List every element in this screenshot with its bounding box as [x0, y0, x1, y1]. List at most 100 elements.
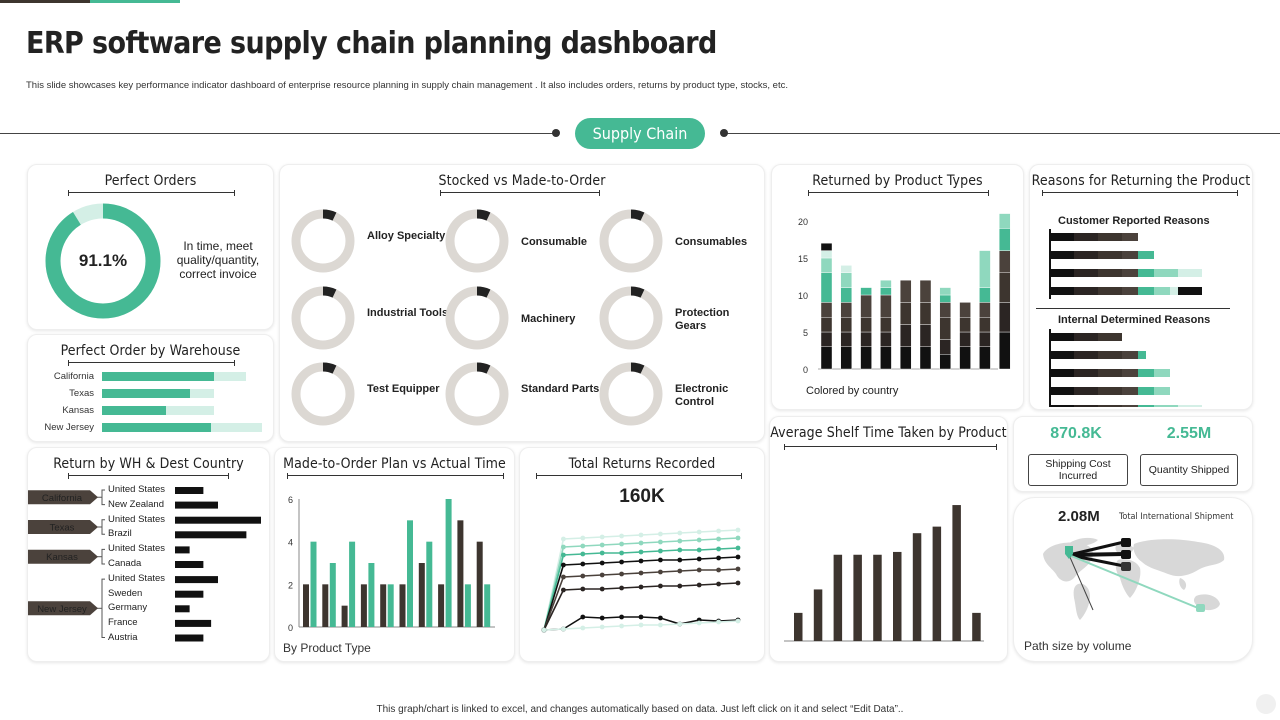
warehouse-label: Texas — [69, 388, 94, 399]
total-returns-title: Total Returns Recorded — [568, 456, 716, 472]
mto-bar — [438, 584, 445, 627]
section-pill: Supply Chain — [575, 118, 705, 149]
divider-dot-right — [720, 129, 728, 137]
stack-segment — [880, 279, 892, 288]
quantity-shipped-label: Quantity Shipped — [1148, 464, 1230, 476]
returns-point — [561, 626, 566, 632]
returns-point — [716, 528, 721, 534]
section-pill-label: Supply Chain — [592, 124, 688, 143]
shelf-chart — [784, 505, 984, 642]
returns-point — [716, 581, 721, 587]
stock-item-label: Standard Parts — [521, 383, 600, 395]
mto-bar — [484, 584, 491, 627]
returns-point — [599, 572, 605, 578]
divider-left — [0, 133, 556, 134]
shelf-bar — [794, 612, 803, 641]
title-rule — [1042, 190, 1238, 196]
warehouse-value-bar — [102, 423, 211, 432]
warehouse-label: New Jersey — [44, 422, 94, 433]
world-map — [1043, 537, 1225, 620]
returned-types-panel: Returned by Product Types 0 5 10 15 20 Color… — [771, 164, 1024, 410]
donut-value-arc — [45, 203, 161, 319]
returns-point — [735, 566, 741, 572]
country-label: United States — [108, 513, 166, 525]
y-tick-label: 20 — [798, 217, 808, 227]
returns-point — [580, 535, 586, 541]
title-rule — [536, 473, 742, 479]
warehouse-tag — [28, 549, 98, 564]
reason-segment — [1050, 287, 1074, 295]
reason-segment — [1050, 369, 1074, 377]
reason-segment — [1178, 287, 1202, 295]
mto-bar — [407, 520, 413, 627]
stack-segment — [840, 265, 853, 274]
top-accent-teal — [90, 0, 180, 3]
stack-segment — [998, 228, 1011, 251]
returns-point — [580, 543, 586, 549]
reason-segment — [1050, 251, 1074, 259]
warehouse-tag — [28, 601, 98, 616]
mto-bar — [360, 584, 367, 627]
country-bar — [175, 590, 204, 598]
returns-point — [580, 573, 586, 579]
country-bar — [175, 634, 204, 642]
reason-segment — [1098, 251, 1122, 259]
returns-point — [541, 627, 547, 633]
warehouse-value-bar — [102, 372, 214, 381]
international-label: Total International Shipment — [1119, 512, 1234, 522]
returns-point — [599, 560, 605, 566]
returns-point — [716, 567, 721, 573]
reason-segment — [1074, 405, 1098, 407]
country-bar — [175, 605, 190, 613]
stack-segment — [860, 294, 872, 318]
mto-bar — [329, 563, 336, 627]
stock-item-label: Consumable — [521, 236, 588, 248]
title-rule — [808, 190, 989, 196]
shelf-bar — [893, 551, 902, 641]
reason-segment — [1138, 287, 1154, 295]
country-label: United States — [108, 543, 166, 555]
warehouse-tag-label: California — [42, 493, 83, 504]
returns-point — [677, 583, 683, 589]
country-bar — [175, 501, 218, 509]
country-bar — [175, 546, 190, 554]
page-title: ERP software supply chain planning dashb… — [26, 26, 717, 61]
returns-point — [580, 614, 586, 620]
stack-segment — [840, 346, 853, 370]
returns-point — [599, 542, 605, 548]
country-bar — [175, 516, 261, 524]
internal-reasons-chart — [1049, 329, 1202, 407]
ring-value-arc — [445, 286, 509, 350]
country-label: United States — [108, 573, 166, 585]
reason-segment — [1178, 269, 1202, 277]
stock-ring — [599, 286, 663, 350]
stack-segment — [860, 346, 872, 370]
stack-segment — [959, 331, 971, 348]
total-returns-chart — [541, 527, 741, 633]
returns-point — [677, 538, 683, 544]
mto-bar — [380, 584, 387, 627]
country-label: France — [108, 616, 138, 628]
y-tick-label: 15 — [798, 254, 808, 264]
country-label: United States — [108, 484, 166, 495]
stack-segment — [860, 316, 872, 333]
returns-point — [638, 540, 644, 546]
perfect-orders-donut — [45, 203, 161, 319]
returns-point — [716, 555, 721, 561]
returns-point — [658, 615, 663, 621]
stack-segment — [998, 302, 1011, 333]
stack-segment — [820, 331, 833, 348]
reason-segment — [1050, 233, 1074, 241]
reason-segment — [1138, 369, 1154, 377]
returns-point — [599, 550, 605, 556]
stack-segment — [998, 250, 1011, 273]
returns-point — [619, 550, 624, 556]
reason-segment — [1098, 287, 1122, 295]
mto-bar — [349, 541, 356, 627]
returns-point — [658, 583, 663, 589]
returns-point — [638, 570, 644, 576]
stock-item-label: Machinery — [521, 313, 576, 325]
ring-track — [599, 286, 663, 350]
reason-segment — [1154, 405, 1178, 407]
stack-segment — [840, 287, 853, 303]
